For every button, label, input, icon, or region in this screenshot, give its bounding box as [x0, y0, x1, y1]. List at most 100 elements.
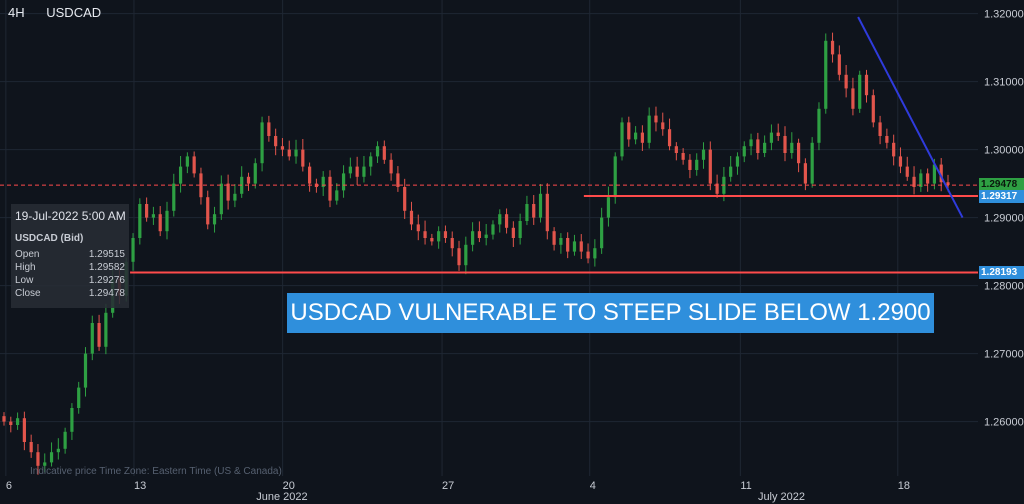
candle-body: [729, 166, 733, 177]
infobox-value: 1.29515: [88, 249, 125, 260]
candle-body: [783, 136, 787, 153]
candle-body: [756, 139, 760, 153]
candle-body: [559, 238, 563, 245]
candle-body: [858, 74, 862, 109]
candle-body: [864, 74, 869, 96]
candle-body: [491, 224, 495, 235]
candle-body: [335, 190, 339, 201]
candle-body: [355, 166, 359, 177]
candle-body: [593, 248, 597, 259]
candle-body: [437, 231, 441, 242]
candle-body: [898, 156, 903, 167]
candle-body: [763, 142, 767, 153]
candle-body: [627, 122, 631, 140]
candle-body: [817, 108, 821, 143]
x-tick-label: 27: [442, 480, 454, 492]
candle-body: [667, 129, 672, 147]
candle-body: [477, 231, 481, 238]
candle-body: [308, 166, 312, 184]
candle-body: [885, 136, 889, 143]
candle-body: [192, 156, 196, 174]
candle-body: [63, 431, 67, 449]
candle-body: [735, 156, 740, 167]
candle-body: [695, 159, 699, 170]
candle-body: [348, 166, 352, 174]
candle-body: [552, 231, 556, 245]
infobox-label: Open: [15, 249, 40, 260]
candle-body: [158, 214, 162, 232]
candle-body: [104, 312, 108, 347]
candle-body: [851, 88, 855, 109]
candle-body: [77, 387, 81, 408]
candle-body: [206, 197, 210, 225]
infobox-label: Close: [15, 288, 41, 299]
candle-body: [803, 163, 807, 184]
candle-body: [36, 452, 40, 466]
candle-body: [844, 74, 848, 89]
candle-body: [403, 187, 407, 211]
candle-body: [22, 418, 26, 442]
candle-body: [43, 462, 47, 466]
candle-body: [586, 251, 590, 259]
chart-header: 4H USDCAD: [8, 5, 119, 20]
candle-body: [769, 132, 774, 143]
candle-body: [145, 204, 149, 218]
candle-body: [450, 238, 454, 249]
candle-body: [233, 193, 237, 201]
y-tick-label: 1.31000: [984, 77, 1024, 89]
candle-body: [538, 193, 543, 218]
candle-body: [824, 40, 828, 109]
candle-body: [294, 149, 298, 157]
candle-body: [640, 132, 644, 143]
candle-body: [138, 204, 142, 238]
candle-body: [457, 248, 461, 266]
candle-body: [837, 54, 841, 75]
support-lower-tag: 1.28193: [979, 266, 1024, 280]
candle-body: [151, 214, 156, 218]
x-tick-label: 20: [283, 480, 295, 492]
month-label: July 2022: [758, 491, 805, 503]
candle-body: [321, 176, 325, 187]
infobox-label: Low: [15, 275, 34, 286]
candle-body: [518, 221, 522, 238]
candle-body: [504, 214, 509, 228]
candle-body: [939, 164, 943, 183]
candle-body: [532, 204, 536, 218]
candle-body: [749, 139, 753, 147]
candle-body: [280, 146, 285, 150]
symbol-label[interactable]: USDCAD: [46, 5, 102, 20]
headline-banner: USDCAD VULNERABLE TO STEEP SLIDE BELOW 1…: [287, 293, 934, 333]
candle-body: [572, 241, 577, 252]
candle-body: [246, 176, 251, 184]
candle-body: [97, 323, 101, 347]
candle-body: [796, 142, 801, 164]
y-tick-label: 1.29000: [984, 213, 1024, 225]
infobox-row-low: Low 1.29276: [15, 275, 125, 286]
candle-body: [620, 122, 624, 157]
candle-body: [498, 214, 502, 225]
candle-body: [633, 132, 638, 140]
candle-body: [83, 353, 88, 388]
y-tick-label: 1.27000: [984, 349, 1024, 361]
candle-body: [525, 204, 529, 221]
candle-body: [253, 163, 257, 184]
candle-body: [219, 183, 223, 215]
candle-body: [389, 159, 393, 174]
y-tick-label: 1.30000: [984, 145, 1024, 157]
x-tick-label: 4: [590, 480, 596, 492]
month-label: June 2022: [256, 491, 307, 503]
candle-body: [681, 153, 685, 160]
candle-body: [212, 214, 217, 225]
candle-body: [362, 166, 366, 177]
candle-body: [545, 193, 549, 232]
candle-body: [15, 418, 20, 425]
timeframe-label[interactable]: 4H: [8, 5, 25, 20]
candle-body: [443, 231, 448, 238]
candle-body: [70, 408, 74, 432]
candle-body: [674, 146, 678, 153]
candle-body: [396, 173, 400, 187]
candle-body: [905, 166, 909, 177]
candle-body: [274, 136, 278, 147]
candle-body: [178, 166, 183, 184]
